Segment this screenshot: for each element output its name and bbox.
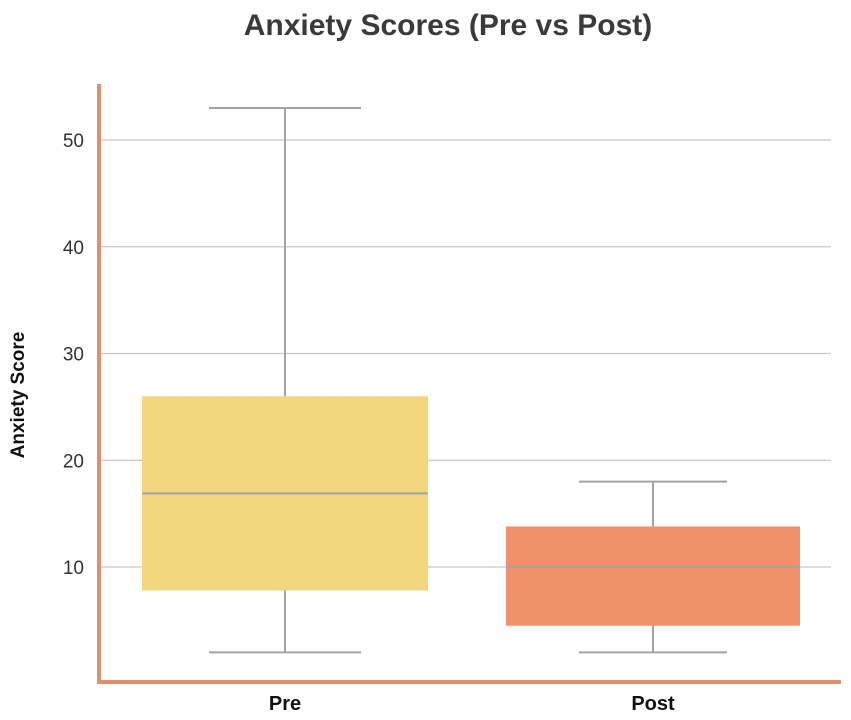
y-tick-labels: 10 20 30 40 50 [63, 131, 84, 579]
y-tick-label-30: 30 [63, 345, 84, 366]
x-tick-labels: Pre Post [269, 693, 675, 715]
y-tick-label-40: 40 [63, 238, 84, 259]
box-pre [142, 106, 428, 654]
boxes [142, 106, 800, 654]
y-axis-label: Anxiety Score [8, 332, 29, 459]
x-tick-label-pre: Pre [269, 693, 301, 715]
y-tick-label-20: 20 [63, 451, 84, 472]
chart-title: Anxiety Scores (Pre vs Post) [244, 9, 653, 42]
box-post [506, 480, 800, 654]
iqr-box-post [506, 526, 800, 626]
x-tick-label-post: Post [631, 693, 675, 715]
y-tick-label-50: 50 [63, 131, 84, 152]
y-tick-label-10: 10 [63, 558, 84, 579]
